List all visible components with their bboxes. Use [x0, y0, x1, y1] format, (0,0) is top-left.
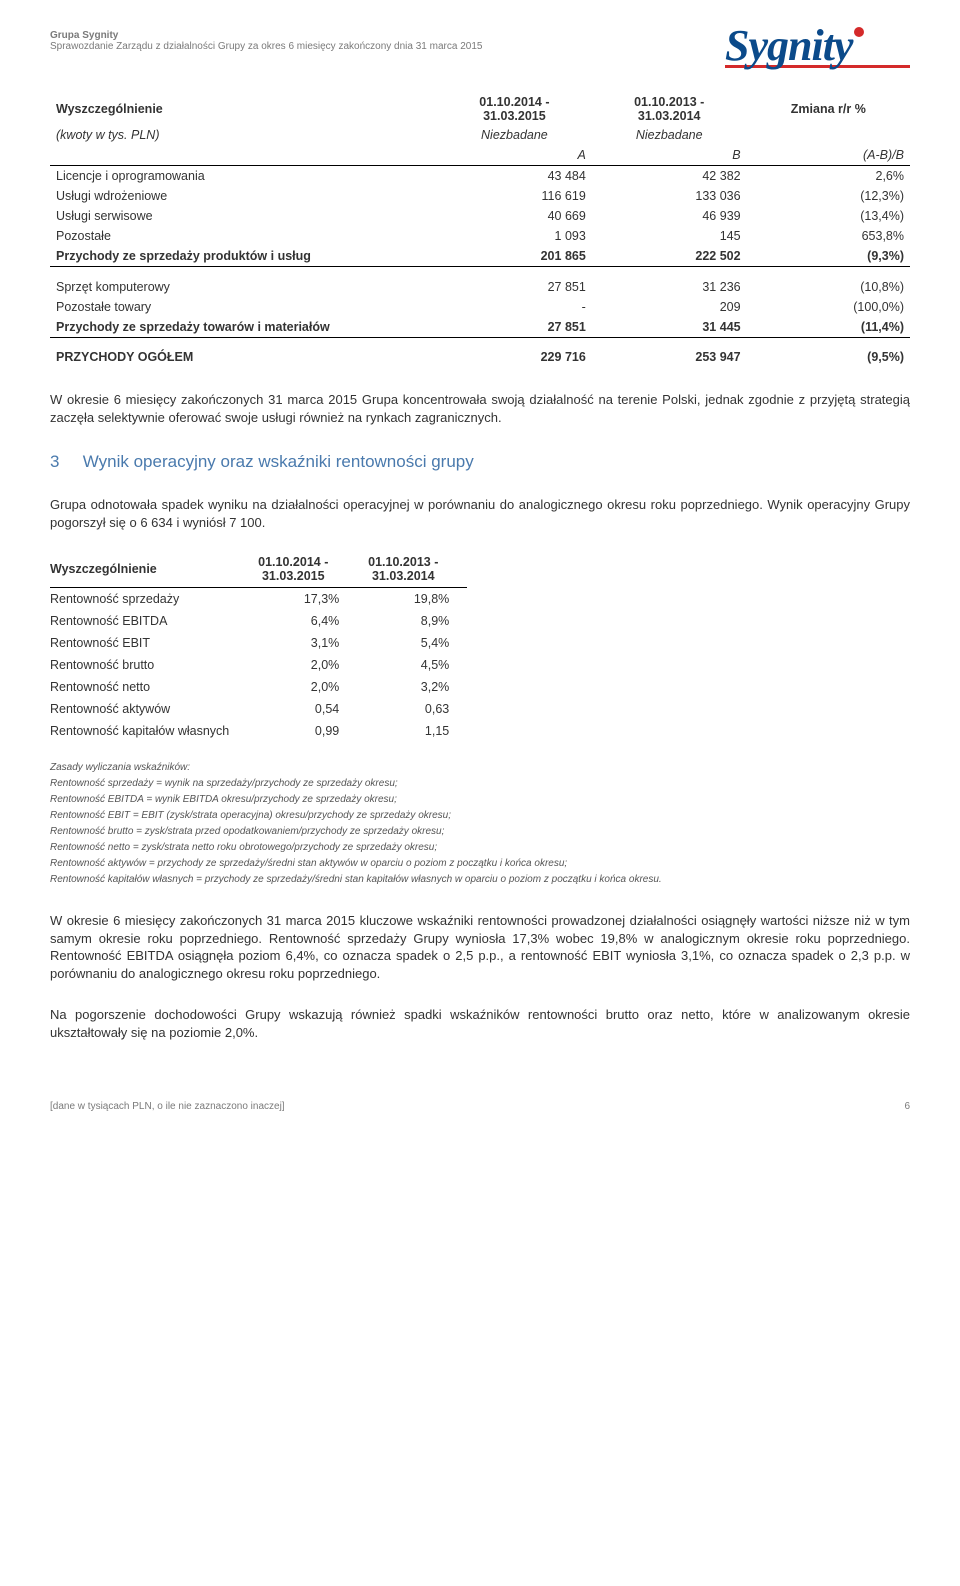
th-state-a: Niezbadane: [437, 125, 592, 145]
footnote-line: Zasady wyliczania wskaźników:: [50, 760, 910, 776]
footnotes: Zasady wyliczania wskaźników: Rentowność…: [50, 760, 910, 888]
th-change: Zmiana r/r %: [747, 92, 910, 125]
th-unit: (kwoty w tys. PLN): [50, 125, 437, 145]
total-row: PRZYCHODY OGÓŁEM229 716253 947(9,5%): [50, 347, 910, 367]
table-row: Rentowność EBIT3,1%5,4%: [50, 632, 467, 654]
logo: Sygnity: [725, 20, 910, 68]
col-letter-b: B: [592, 145, 747, 166]
th-label: Wyszczególnienie: [50, 551, 247, 588]
section-number: 3: [50, 452, 78, 472]
footnote-line: Rentowność sprzedaży = wynik na sprzedaż…: [50, 776, 910, 792]
th-period-b: 01.10.2013 -31.03.2014: [357, 551, 467, 588]
table-row: Rentowność sprzedaży17,3%19,8%: [50, 588, 467, 611]
table-row: Rentowność netto2,0%3,2%: [50, 676, 467, 698]
table-row: Pozostałe1 093145653,8%: [50, 226, 910, 246]
section-title: Wynik operacyjny oraz wskaźniki rentowno…: [83, 452, 474, 471]
th-label: Wyszczególnienie: [50, 92, 437, 125]
col-letter-c: (A-B)/B: [747, 145, 910, 166]
paragraph: Grupa odnotowała spadek wyniku na działa…: [50, 496, 910, 531]
section-heading: 3 Wynik operacyjny oraz wskaźniki rentow…: [50, 452, 910, 472]
table-row: Licencje i oprogramowania43 48442 3822,6…: [50, 166, 910, 187]
subtotal-row: Przychody ze sprzedaży towarów i materia…: [50, 317, 910, 338]
th-period-a: 01.10.2014 -31.03.2015: [437, 92, 592, 125]
profitability-table: Wyszczególnienie 01.10.2014 -31.03.2015 …: [50, 551, 467, 742]
table-row: Rentowność brutto2,0%4,5%: [50, 654, 467, 676]
footnote-line: Rentowność kapitałów własnych = przychod…: [50, 872, 910, 888]
table-row: Rentowność EBITDA6,4%8,9%: [50, 610, 467, 632]
paragraph: Na pogorszenie dochodowości Grupy wskazu…: [50, 1006, 910, 1041]
paragraph: W okresie 6 miesięcy zakończonych 31 mar…: [50, 391, 910, 426]
revenue-table: Wyszczególnienie 01.10.2014 -31.03.2015 …: [50, 92, 910, 367]
logo-dot-icon: [854, 27, 864, 37]
page-number: 6: [904, 1101, 910, 1112]
table-row: Rentowność aktywów0,540,63: [50, 698, 467, 720]
footnote-line: Rentowność EBIT = EBIT (zysk/strata oper…: [50, 808, 910, 824]
subtotal-row: Przychody ze sprzedaży produktów i usług…: [50, 246, 910, 267]
table-row: Pozostałe towary-209(100,0%): [50, 297, 910, 317]
table-row: Sprzęt komputerowy27 85131 236(10,8%): [50, 277, 910, 297]
table-row: Usługi wdrożeniowe116 619133 036(12,3%): [50, 186, 910, 206]
footer-note: [dane w tysiącach PLN, o ile nie zaznacz…: [50, 1101, 285, 1112]
paragraph: W okresie 6 miesięcy zakończonych 31 mar…: [50, 912, 910, 982]
th-period-a: 01.10.2014 -31.03.2015: [247, 551, 357, 588]
logo-text: Sygnity: [725, 20, 852, 71]
th-period-b: 01.10.2013 -31.03.2014: [592, 92, 747, 125]
footnote-line: Rentowność netto = zysk/strata netto rok…: [50, 840, 910, 856]
footnote-line: Rentowność EBITDA = wynik EBITDA okresu/…: [50, 792, 910, 808]
footnote-line: Rentowność brutto = zysk/strata przed op…: [50, 824, 910, 840]
footnote-line: Rentowność aktywów = przychody ze sprzed…: [50, 856, 910, 872]
table-row: Rentowność kapitałów własnych0,991,15: [50, 720, 467, 742]
col-letter-a: A: [437, 145, 592, 166]
table-row: Usługi serwisowe40 66946 939(13,4%): [50, 206, 910, 226]
th-state-b: Niezbadane: [592, 125, 747, 145]
